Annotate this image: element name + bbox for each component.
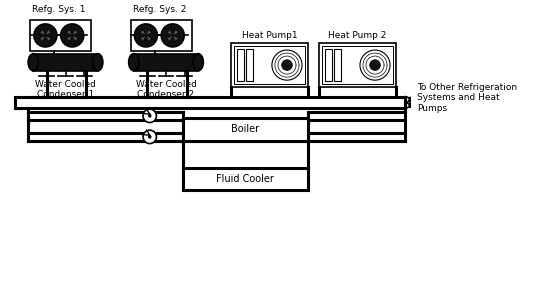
Wedge shape (173, 33, 178, 38)
Circle shape (166, 29, 179, 42)
Ellipse shape (93, 54, 103, 71)
Bar (183, 118, 308, 141)
Text: To Other Refrigeration
Systems and Heat
Pumps: To Other Refrigeration Systems and Heat … (417, 83, 517, 112)
Wedge shape (70, 35, 75, 41)
Wedge shape (167, 33, 173, 38)
Bar (325, 49, 332, 81)
Circle shape (139, 29, 152, 42)
Ellipse shape (193, 54, 203, 71)
Wedge shape (43, 35, 48, 41)
Text: Water Cooled
Condenser 2: Water Cooled Condenser 2 (136, 80, 196, 99)
Circle shape (272, 50, 302, 80)
Ellipse shape (28, 54, 39, 71)
Bar (247, 49, 253, 81)
Bar (231, 43, 308, 87)
Circle shape (61, 24, 84, 47)
Wedge shape (43, 30, 48, 35)
Circle shape (282, 60, 292, 70)
Circle shape (143, 130, 157, 144)
Bar (334, 49, 341, 81)
Circle shape (370, 60, 380, 70)
Wedge shape (66, 33, 72, 38)
FancyBboxPatch shape (134, 54, 198, 71)
Wedge shape (144, 30, 148, 35)
Text: Heat Pump 2: Heat Pump 2 (328, 31, 386, 40)
Text: Fluid Cooler: Fluid Cooler (217, 174, 274, 184)
Bar (131, 20, 192, 51)
Bar (30, 20, 91, 51)
Wedge shape (40, 33, 46, 38)
Bar (183, 167, 308, 190)
Circle shape (66, 29, 79, 42)
Wedge shape (170, 35, 175, 41)
Bar (322, 46, 393, 84)
Text: Refg. Sys. 2: Refg. Sys. 2 (132, 5, 186, 14)
Bar (234, 46, 305, 84)
Circle shape (143, 109, 157, 122)
Bar (319, 43, 396, 87)
Wedge shape (46, 33, 51, 38)
Circle shape (135, 24, 158, 47)
Circle shape (161, 24, 184, 47)
Circle shape (360, 50, 390, 80)
Text: Boiler: Boiler (232, 124, 259, 134)
Wedge shape (72, 33, 78, 38)
Text: Refg. Sys. 1: Refg. Sys. 1 (32, 5, 86, 14)
Wedge shape (146, 33, 151, 38)
Wedge shape (170, 30, 175, 35)
Circle shape (148, 114, 151, 117)
Wedge shape (140, 33, 146, 38)
Ellipse shape (129, 54, 139, 71)
Circle shape (34, 24, 57, 47)
Wedge shape (144, 35, 148, 41)
Text: Heat Pump1: Heat Pump1 (242, 31, 297, 40)
Text: Water Cooled
Condenser 1: Water Cooled Condenser 1 (35, 80, 96, 99)
FancyBboxPatch shape (33, 54, 98, 71)
Circle shape (39, 29, 52, 42)
Circle shape (148, 135, 151, 138)
Wedge shape (70, 30, 75, 35)
Bar (237, 49, 243, 81)
